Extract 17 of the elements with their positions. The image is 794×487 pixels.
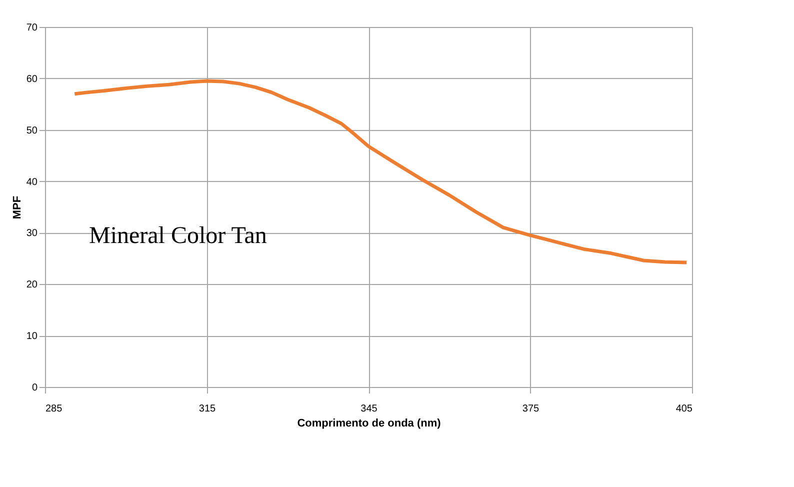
y-tick-label: 10 bbox=[26, 331, 38, 342]
x-tick-label: 285 bbox=[46, 404, 63, 414]
x-tick-label: 315 bbox=[198, 404, 216, 414]
y-tick-label: 70 bbox=[26, 22, 38, 34]
y-tick-label: 40 bbox=[26, 176, 38, 188]
y-tick-label: 60 bbox=[26, 74, 38, 85]
y-tick-label: 20 bbox=[26, 280, 38, 291]
y-tick-label: 50 bbox=[26, 125, 38, 136]
y-axis-title: MPF bbox=[11, 196, 24, 220]
y-tick-label: 30 bbox=[26, 228, 38, 240]
x-axis-title: Comprimento de onda (nm) bbox=[297, 418, 442, 430]
line-series bbox=[72, 79, 688, 264]
y-tick-label: 0 bbox=[32, 382, 38, 394]
text: Mineral Color Tan bbox=[89, 223, 267, 249]
x-tick-label: 375 bbox=[522, 404, 540, 414]
x-tick-label: 345 bbox=[360, 404, 378, 414]
x-tick-label: 405 bbox=[676, 404, 693, 414]
